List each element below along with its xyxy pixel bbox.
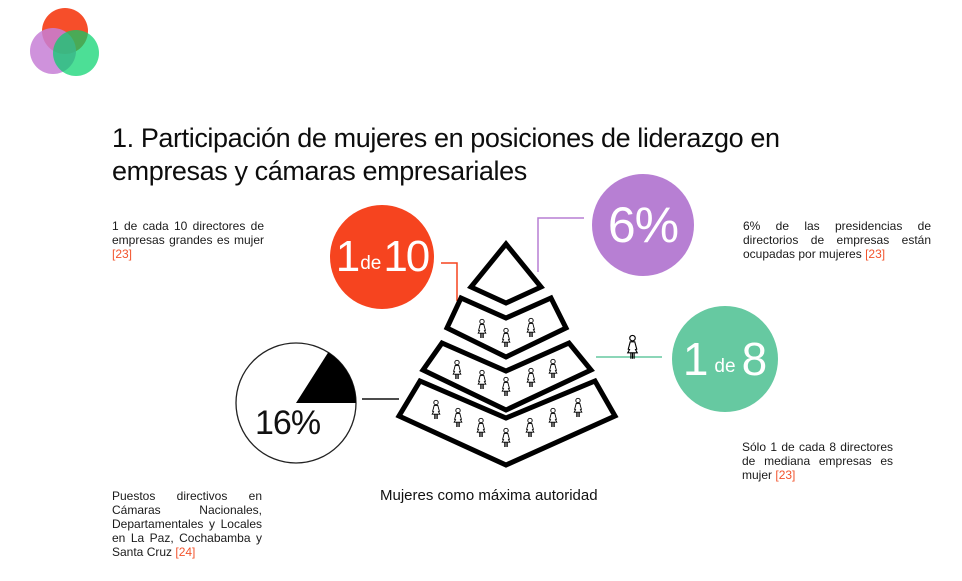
bubble-denominator: 8 [741, 333, 768, 385]
stat-bubble-1-de-8: 1 de 8 [672, 306, 778, 412]
page-title: 1. Participación de mujeres en posicione… [112, 123, 780, 186]
note-text: Puestos directivos en Cámaras Nacionales… [112, 489, 262, 559]
pyramid-tier-1 [467, 240, 545, 306]
stat-bubble-6-percent: 6% [592, 174, 694, 276]
citation-link[interactable]: [24] [175, 545, 196, 559]
pyramid-tier-2 [443, 294, 570, 360]
woman-icon [526, 317, 536, 338]
note-large-companies: 1 de cada 10 directores de empresas gran… [112, 219, 264, 261]
woman-icon [452, 359, 462, 380]
connector-purple [537, 217, 584, 272]
bubble-de: de [714, 356, 736, 377]
pie-chart-16-percent [235, 342, 357, 464]
bubble-denominator: 10 [383, 232, 430, 281]
bubble-numerator: 1 [335, 232, 361, 281]
note-medium-companies: Sólo 1 de cada 8 directores de mediana e… [742, 440, 893, 482]
connector-red [441, 262, 458, 301]
stat-bubble-1-de-10: 1 de 10 [330, 205, 434, 309]
tier-2-figures [477, 317, 536, 348]
pyramid-tier-4 [395, 377, 619, 468]
pyramid-caption: Mujeres como máxima autoridad [380, 487, 598, 504]
woman-icon [501, 327, 511, 348]
note-chambers: Puestos directivos en Cámaras Nacionales… [112, 489, 262, 559]
woman-icon [627, 334, 638, 360]
woman-icon [501, 427, 511, 448]
note-text: 6% de las presidencias de directorios de… [743, 219, 931, 261]
note-presidencies: 6% de las presidencias de directorios de… [743, 219, 931, 261]
note-text: Sólo 1 de cada 8 directores de mediana e… [742, 440, 893, 482]
bubble-value: 6% [607, 197, 679, 253]
woman-icon [477, 318, 487, 339]
venn-logo [30, 8, 99, 76]
woman-icon [573, 397, 583, 418]
logo-circle-green [53, 30, 99, 76]
citation-link[interactable]: [23] [775, 468, 796, 482]
pie-label: 16% [255, 404, 321, 442]
citation-link[interactable]: [23] [865, 247, 886, 261]
woman-icon [525, 417, 535, 438]
pie-wedge [296, 352, 356, 403]
woman-icon [501, 376, 511, 397]
woman-icon [453, 407, 463, 428]
woman-icon [548, 358, 558, 379]
woman-icon [526, 367, 536, 388]
bubble-de: de [360, 253, 382, 274]
woman-icon [548, 407, 558, 428]
citation-link[interactable]: [23] [112, 247, 133, 261]
woman-icon [431, 399, 441, 420]
woman-icon [477, 369, 487, 390]
bubble-numerator: 1 [682, 333, 709, 385]
pyramid-tier-3 [419, 339, 595, 413]
note-text: 1 de cada 10 directores de empresas gran… [112, 219, 264, 247]
tier-1-figures [627, 334, 638, 360]
woman-icon [476, 417, 486, 438]
